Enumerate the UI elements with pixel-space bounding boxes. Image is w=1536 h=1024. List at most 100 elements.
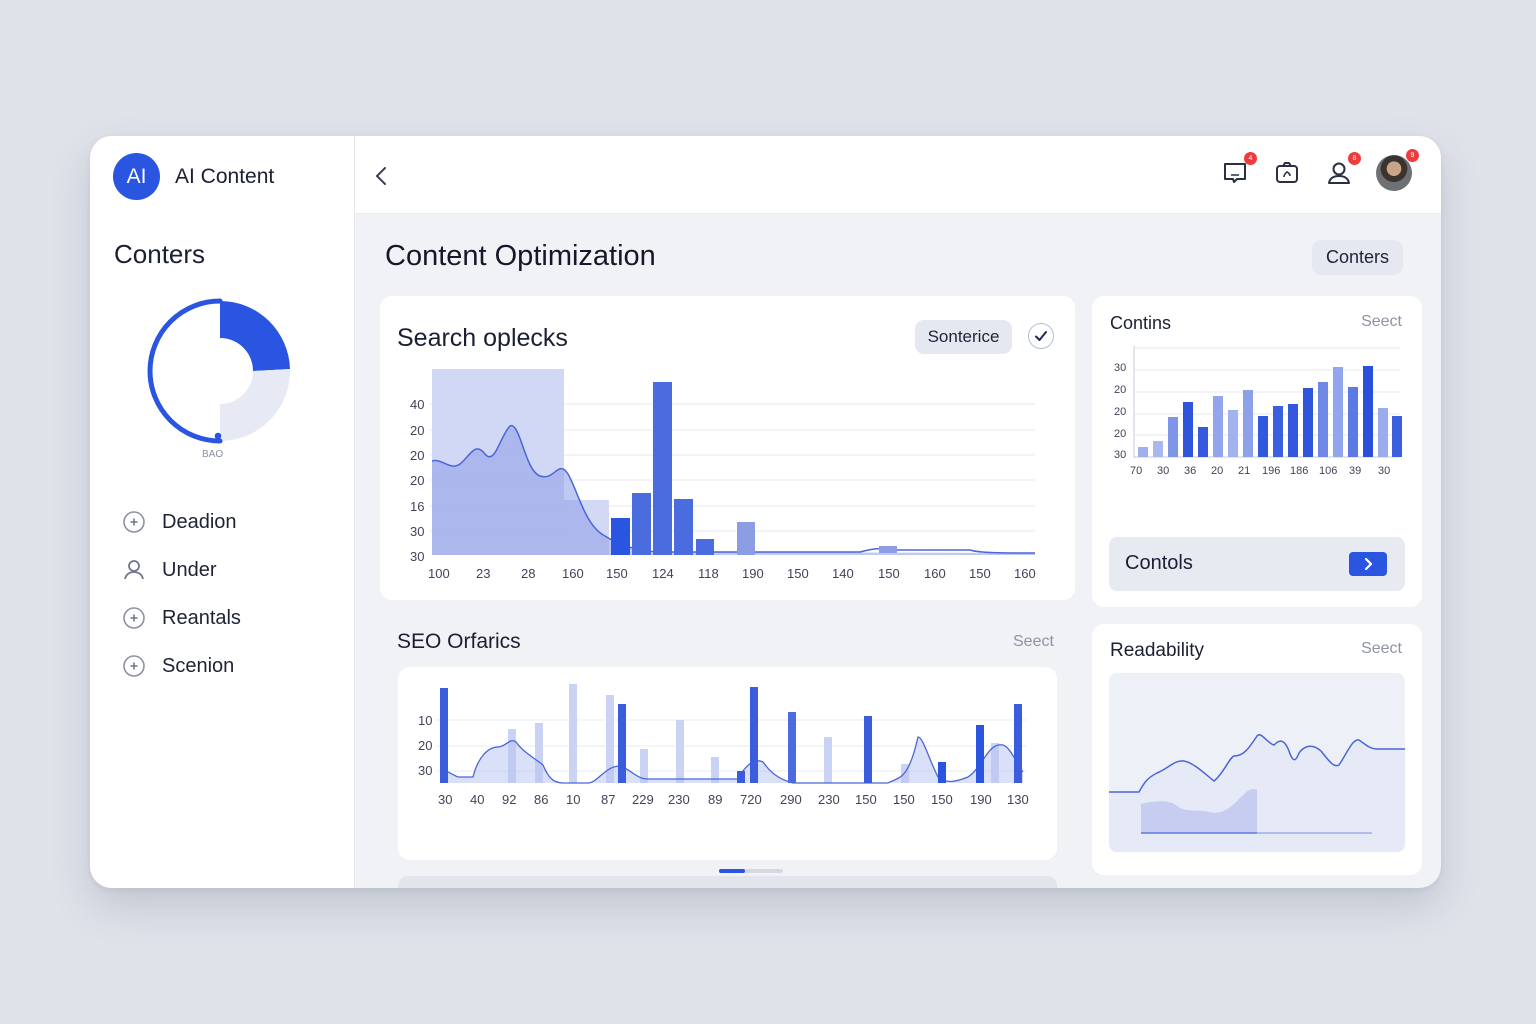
readability-chart-panel: [1109, 673, 1405, 852]
check-button[interactable]: [1028, 323, 1054, 349]
x-tick: 87: [601, 792, 615, 807]
top-bar: 4 8 9: [355, 136, 1441, 214]
x-tick: 23: [476, 566, 490, 581]
x-tick: 100: [428, 566, 450, 581]
x-tick: 28: [521, 566, 535, 581]
x-tick: 150: [855, 792, 877, 807]
notification-badge: 8: [1348, 152, 1361, 165]
seo-section-title: SEO Orfarics: [397, 630, 521, 653]
y-tick: 30: [418, 763, 432, 778]
app-window: AI AI Content Conters BAO Deadion: [90, 136, 1441, 888]
x-tick: 196: [1262, 465, 1280, 477]
x-tick: 160: [562, 566, 584, 581]
conters-button[interactable]: Conters: [1312, 240, 1403, 275]
x-tick: 70: [1130, 465, 1142, 477]
x-tick: 190: [970, 792, 992, 807]
x-tick: 106: [1319, 465, 1337, 477]
x-tick: 150: [878, 566, 900, 581]
x-tick: 720: [740, 792, 762, 807]
x-tick: 150: [787, 566, 809, 581]
x-tick: 21: [1238, 465, 1250, 477]
sidebar-nav: Deadion Under Reantals Scenion: [121, 498, 241, 690]
x-tick: 150: [606, 566, 628, 581]
camera-button[interactable]: [1271, 157, 1303, 189]
sonterice-button[interactable]: Sonterice: [915, 320, 1012, 354]
seect-link[interactable]: Seect: [1361, 640, 1402, 657]
x-tick: 36: [1184, 465, 1196, 477]
next-card-peek: [398, 876, 1057, 888]
y-tick: 20: [1114, 406, 1126, 418]
x-tick: 30: [1157, 465, 1169, 477]
y-tick: 20: [1114, 384, 1126, 396]
user-icon: [121, 557, 147, 583]
x-tick: 39: [1349, 465, 1361, 477]
x-tick: 20: [1211, 465, 1223, 477]
notification-badge: 4: [1244, 152, 1257, 165]
y-tick: 30: [410, 524, 424, 539]
y-tick: 20: [1114, 428, 1126, 440]
chevron-left-icon: [376, 167, 386, 185]
y-tick: 20: [410, 423, 424, 438]
card-title: Contins: [1110, 313, 1172, 333]
y-tick: 20: [410, 448, 424, 463]
page-title: Content Optimization: [385, 240, 656, 272]
go-button[interactable]: [1349, 552, 1387, 576]
sidebar-item-label: Under: [162, 558, 217, 581]
y-tick: 20: [418, 738, 432, 753]
brand[interactable]: AI AI Content: [113, 153, 274, 200]
x-tick: 86: [534, 792, 548, 807]
top-icons: 4 8 9: [1199, 149, 1419, 192]
seo-orfarics-card: 10 20 30: [398, 667, 1057, 860]
seo-seect-link[interactable]: Seect: [1013, 633, 1054, 650]
donut-label: BAO: [202, 449, 224, 460]
x-tick: 230: [668, 792, 690, 807]
x-tick: 124: [652, 566, 674, 581]
messages-button[interactable]: 4: [1219, 152, 1257, 189]
contols-row[interactable]: Contols: [1109, 537, 1405, 591]
sidebar-item-label: Deadion: [162, 510, 237, 533]
x-tick: 190: [742, 566, 764, 581]
readability-chart: [1109, 734, 1405, 852]
sidebar-item-reantals[interactable]: Reantals: [121, 594, 241, 642]
sidebar-item-deadion[interactable]: Deadion: [121, 498, 241, 546]
y-tick: 20: [410, 473, 424, 488]
avatar-button[interactable]: 9: [1375, 149, 1419, 192]
plus-circle-icon: [121, 653, 147, 679]
donut-chart: [147, 298, 291, 444]
brand-name: AI Content: [175, 164, 275, 188]
sidebar: AI AI Content Conters BAO Deadion: [90, 136, 355, 888]
card-title: Readability: [1110, 640, 1204, 661]
x-tick: 186: [1290, 465, 1308, 477]
y-tick: 30: [1114, 362, 1126, 374]
y-tick: 30: [1114, 449, 1126, 461]
sidebar-item-under[interactable]: Under: [121, 546, 241, 594]
x-tick: 140: [832, 566, 854, 581]
back-button[interactable]: [371, 164, 391, 188]
pagination-indicator[interactable]: [719, 869, 783, 873]
x-tick: 229: [632, 792, 654, 807]
check-icon: [1035, 331, 1047, 341]
card-title: Search oplecks: [397, 324, 568, 352]
plus-circle-icon: [121, 605, 147, 631]
x-tick: 10: [566, 792, 580, 807]
x-tick: 150: [893, 792, 915, 807]
brand-logo: AI: [113, 153, 160, 200]
search-oplecks-chart: 40 20 20 20 16 30 30 100: [410, 369, 1036, 581]
x-tick: 30: [438, 792, 452, 807]
chevron-right-icon: [1364, 557, 1373, 571]
x-tick: 92: [502, 792, 516, 807]
pagination-active: [719, 869, 745, 873]
seect-link[interactable]: Seect: [1361, 313, 1402, 330]
sidebar-item-scenion[interactable]: Scenion: [121, 642, 241, 690]
y-tick: 10: [418, 713, 432, 728]
avatar: [1376, 155, 1412, 191]
sidebar-item-label: Reantals: [162, 606, 241, 629]
contols-label: Contols: [1125, 552, 1193, 574]
x-tick: 160: [924, 566, 946, 581]
seo-orfarics-chart: 10 20 30: [418, 684, 1029, 807]
plus-circle-icon: [121, 509, 147, 535]
x-tick: 89: [708, 792, 722, 807]
x-tick: 40: [470, 792, 484, 807]
contins-chart: 30 20 20 20 30: [1114, 346, 1402, 477]
profile-button[interactable]: 8: [1323, 152, 1361, 189]
